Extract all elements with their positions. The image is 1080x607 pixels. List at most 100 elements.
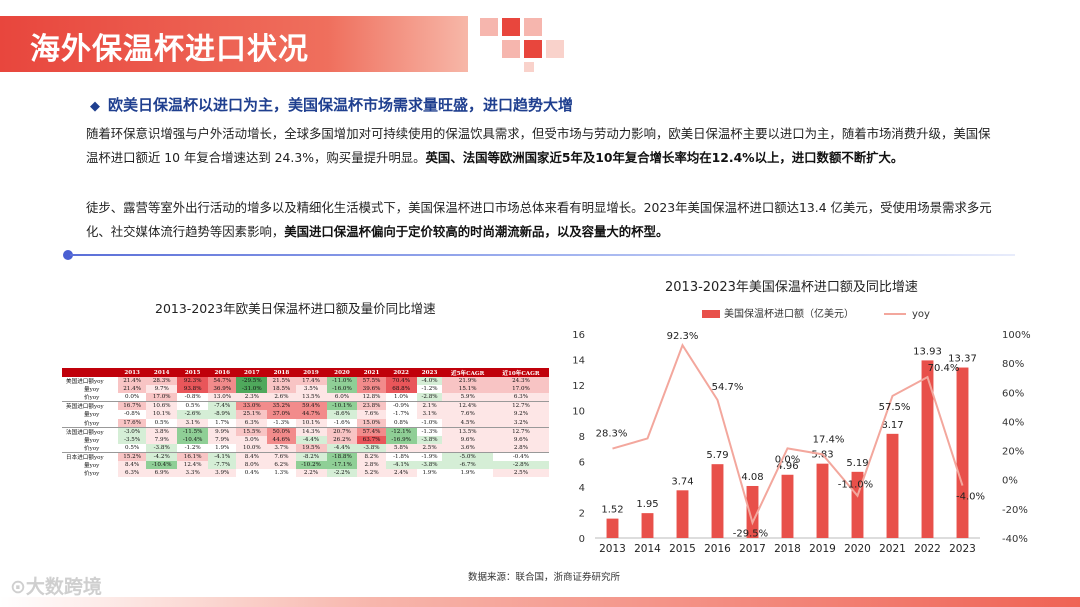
paragraph-1-bold: 英国、法国等欧洲国家近5年及10年复合增长率均在12.4%以上，进口数额不断扩大…: [425, 150, 904, 165]
bar-value-label: 1.52: [601, 505, 623, 516]
table-cell: 1.9%: [416, 468, 443, 478]
yoy-value-label: 54.7%: [712, 382, 744, 393]
table-cell: -8.9%: [208, 410, 237, 419]
table-row-label: 价yoy: [84, 395, 100, 402]
table-cell: -2.8%: [492, 460, 549, 469]
table-cell: -11.5%: [177, 427, 209, 436]
table-header-cell: 2018: [267, 368, 296, 377]
table-cell: 21.4%: [118, 385, 147, 394]
table-row: 价yoy 6.3% 6.9% 3.3% 3.9% 0.4% 1.3% 2.2% -2.2% 5.2…: [62, 468, 549, 478]
table-cell: -1.0%: [416, 418, 443, 428]
table-header-cell: 2013: [118, 368, 147, 377]
table-cell: 57.4%: [357, 427, 386, 436]
table-cell: 9.9%: [208, 427, 237, 436]
y-left-tick-label: 0: [579, 534, 585, 545]
table-cell: 14.3%: [295, 427, 327, 436]
yoy-value-label: 17.4%: [813, 434, 845, 445]
table-cell: 0.0%: [118, 393, 147, 402]
table-cell: 3.2%: [492, 418, 549, 428]
table-header-cell: 2022: [385, 368, 417, 377]
table-cell: 18.5%: [267, 385, 296, 394]
x-tick-label: 2023: [949, 543, 976, 555]
table-cell: 5.0%: [236, 435, 268, 444]
yoy-value-label: 92.3%: [667, 331, 699, 342]
yoy-value-label: 57.5%: [879, 402, 911, 413]
y-left-tick-label: 6: [579, 458, 585, 469]
y-right-tick-label: 80%: [1002, 359, 1024, 370]
table-cell: -4.4%: [326, 443, 358, 453]
table-row-label: 价yoy: [84, 420, 100, 427]
table-cell: 5.2%: [357, 468, 386, 478]
yoy-value-label: 70.4%: [928, 363, 960, 374]
bar-value-label: 13.37: [948, 354, 977, 365]
table-cell: 0.5%: [118, 443, 147, 453]
table-row: 价yoy 17.6% 0.5% 3.1% 1.7% 6.3% -1.3% 10.1% -1.6%…: [62, 418, 549, 428]
chart-title: 2013-2023年美国保温杯进口额及同比增速: [665, 280, 918, 295]
table-cell: -18.8%: [326, 452, 358, 461]
table-cell: 2.8%: [357, 460, 386, 469]
table-cell: 7.6%: [357, 410, 386, 419]
bar-mark: [676, 490, 689, 538]
table-cell: -29.5%: [236, 377, 268, 386]
table-cell: -0.8%: [177, 393, 209, 402]
table-cell: -10.4%: [146, 460, 178, 469]
chart-legend: 美国保温杯进口额（亿美元） yoy: [702, 305, 930, 320]
table-cell: 7.9%: [208, 435, 237, 444]
table-cell: 12.4%: [442, 401, 493, 411]
table-cell: -10.2%: [295, 460, 327, 469]
x-tick-label: 2015: [669, 543, 696, 555]
table-cell: 5.9%: [442, 393, 493, 402]
bar-value-label: 4.08: [741, 472, 763, 483]
table-cell: 3.9%: [208, 468, 237, 478]
table-cell: 8.0%: [236, 460, 268, 469]
footer-logo: ⊙大数跨境: [10, 572, 102, 599]
table-cell: 20.7%: [326, 427, 358, 436]
legend-bar-swatch: [702, 310, 720, 318]
table-cell: 6.3%: [118, 468, 147, 478]
table-cell: -4.2%: [146, 452, 178, 461]
diamond-bullet-icon: ◆: [90, 99, 100, 114]
table-cell: 2.5%: [492, 468, 549, 478]
table-cell: 54.7%: [208, 377, 237, 386]
table-row-label: 英国进口额yoy: [66, 404, 104, 411]
table-cell: -2.6%: [177, 410, 209, 419]
y-right-tick-label: -20%: [1002, 505, 1028, 516]
table-cell: -1.2%: [416, 385, 443, 394]
table-cell: -6.7%: [442, 460, 493, 469]
table-row: 价yoy 0.0% 17.0% -0.8% 13.0% 2.3% 2.6% 13.5% 6.0%…: [62, 393, 549, 402]
table-cell: 8.4%: [118, 460, 147, 469]
table-cell: -1.2%: [177, 443, 209, 453]
table-cell: -3.5%: [118, 435, 147, 444]
bar-mark: [641, 513, 654, 538]
bar-mark: [606, 518, 619, 538]
table-cell: 12.7%: [492, 401, 549, 411]
table-cell: -2.2%: [326, 468, 358, 478]
paragraph-2-text: 徒步、露营等室外出行活动的增多以及精细化生活模式下，美国保温杯进口市场总体来看有…: [86, 200, 992, 239]
table-row: 日本进口额yoy 15.2% -4.2% 16.1% -4.1% 8.4% 7.6% -8.2…: [62, 452, 549, 461]
table-cell: 9.2%: [492, 410, 549, 419]
title-banner: 海外保温杯进口状况: [0, 16, 468, 72]
paragraph-2-bold: 美国进口保温杯偏向于定价较高的时尚潮流新品，以及容量大的杯型。: [284, 224, 669, 239]
table-cell: 39.6%: [357, 385, 386, 394]
table-cell: 2.5%: [416, 443, 443, 453]
table-cell: 68.8%: [385, 385, 417, 394]
bar-mark: [921, 360, 934, 538]
table-cell: 17.0%: [492, 385, 549, 394]
yoy-value-label: -11.0%: [838, 480, 873, 491]
table-header-cell: 2017: [236, 368, 268, 377]
table-cell: -10.4%: [177, 435, 209, 444]
y-left-tick-label: 2: [579, 509, 585, 520]
table-cell: 16.1%: [177, 452, 209, 461]
table-cell: 17.0%: [146, 393, 178, 402]
table-cell: 6.3%: [236, 418, 268, 428]
legend-line-label: yoy: [912, 309, 930, 320]
table-cell: -3.8%: [146, 443, 178, 453]
table-header-cell: 近10年CAGR: [492, 368, 549, 377]
table-cell: -8.2%: [295, 452, 327, 461]
yoy-value-label: -29.5%: [733, 529, 768, 540]
y-right-tick-label: -40%: [1002, 534, 1028, 545]
bar-value-label: 5.79: [706, 450, 728, 461]
table-header-cell: 2016: [208, 368, 237, 377]
table-cell: -0.8%: [118, 410, 147, 419]
y-left-tick-label: 4: [579, 483, 585, 494]
